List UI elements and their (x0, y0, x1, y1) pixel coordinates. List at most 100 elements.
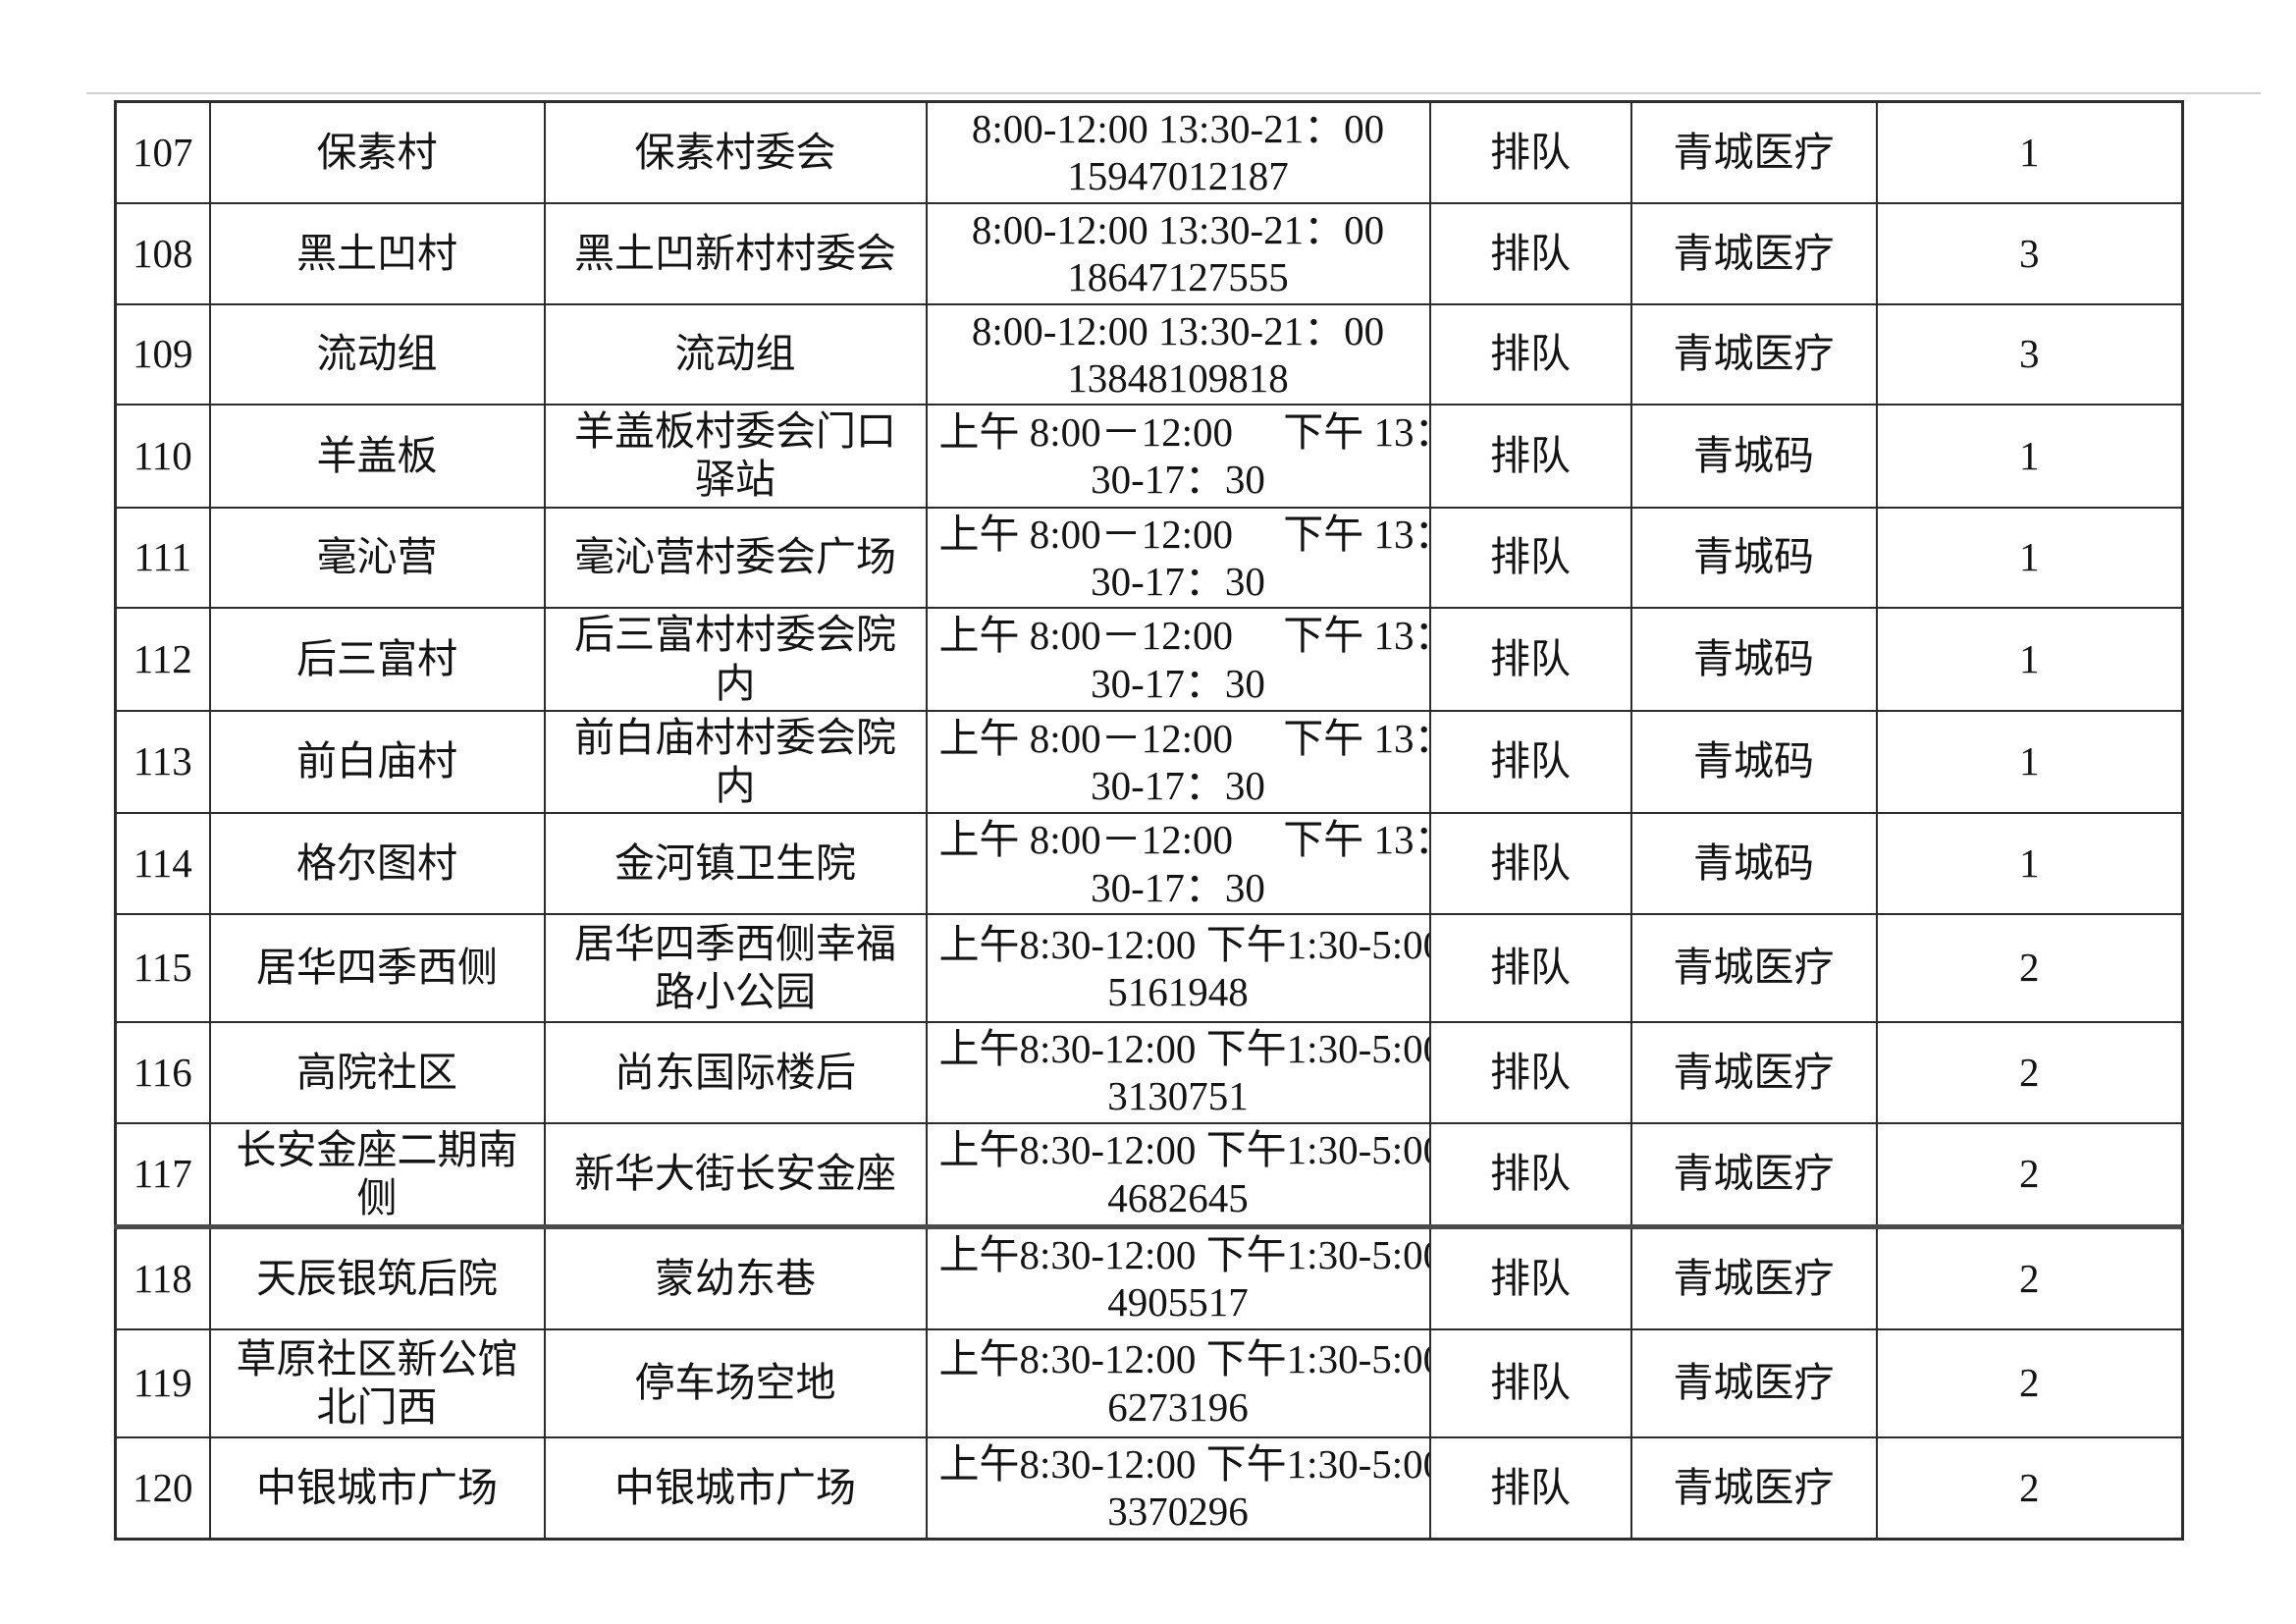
cell-platform: 青城医疗 (1629, 1020, 1878, 1124)
cell-time-phone: 上午8:30-12:00 下午1:30-5:00 3130751 (925, 1020, 1431, 1124)
cell-time-phone: 上午 8:00－12:00 下午 13： 30-17：30 (925, 607, 1431, 712)
time-line-2: 30-17：30 (1091, 762, 1265, 808)
cell-count: 3 (1875, 302, 2184, 406)
cell-count: 1 (1875, 709, 2184, 815)
cell-platform: 青城码 (1629, 404, 1878, 509)
cell-count: 2 (1875, 912, 2184, 1023)
cell-method: 排队 (1428, 812, 1632, 915)
cell-platform: 青城医疗 (1629, 1223, 1878, 1330)
time-line-2: 3370296 (1107, 1489, 1249, 1535)
cell-time-phone: 8:00-12:00 13:30-21：00 15947012187 (925, 100, 1431, 204)
time-line-2: 30-17：30 (1091, 559, 1265, 604)
cell-platform: 青城码 (1629, 506, 1878, 610)
cell-count: 1 (1875, 506, 2184, 610)
table-row: 113 前白庙村 前白庙村村委会院内 上午 8:00－12:00 下午 13： … (114, 709, 2184, 815)
cell-site-location: 蒙幼东巷 (543, 1223, 928, 1330)
table-row: 111 毫沁营 毫沁营村委会广场 上午 8:00－12:00 下午 13： 30… (114, 506, 2184, 610)
cell-site-name: 天辰银筑后院 (208, 1223, 546, 1330)
cell-method: 排队 (1428, 404, 1632, 509)
time-line-2: 13848109818 (1067, 354, 1289, 401)
cell-time-phone: 上午 8:00－12:00 下午 13： 30-17：30 (925, 404, 1431, 509)
cell-platform: 青城医疗 (1629, 1121, 1878, 1228)
cell-site-location: 中银城市广场 (543, 1435, 928, 1541)
time-line-1: 上午 8:00－12:00 下午 13： (938, 613, 1430, 659)
cell-platform: 青城医疗 (1629, 302, 1878, 406)
cell-count: 1 (1875, 100, 2184, 204)
cell-site-name: 格尔图村 (208, 812, 546, 915)
testing-site-table: 107 保素村 保素村委会 8:00-12:00 13:30-21：00 159… (114, 100, 2184, 1541)
cell-time-phone: 上午 8:00－12:00 下午 13： 30-17：30 (925, 709, 1431, 815)
time-line-1: 8:00-12:00 13:30-21：00 (971, 106, 1385, 151)
cell-site-name: 黑土凹村 (208, 201, 546, 305)
cell-row-number: 114 (114, 812, 211, 915)
cell-site-location: 保素村委会 (543, 100, 928, 204)
cell-time-phone: 上午8:30-12:00 下午1:30-5:00 6273196 (925, 1327, 1431, 1438)
cell-row-number: 108 (114, 201, 211, 305)
cell-row-number: 113 (114, 709, 211, 815)
cell-method: 排队 (1428, 201, 1632, 305)
time-line-1: 上午 8:00－12:00 下午 13： (938, 409, 1430, 456)
cell-count: 2 (1875, 1223, 2184, 1330)
cell-platform: 青城码 (1629, 709, 1878, 815)
cell-time-phone: 上午8:30-12:00 下午1:30-5:00 4905517 (925, 1223, 1431, 1330)
time-line-1: 上午8:30-12:00 下午1:30-5:00 (938, 1336, 1430, 1382)
cell-platform: 青城医疗 (1629, 912, 1878, 1023)
cell-platform: 青城医疗 (1629, 100, 1878, 204)
table-row: 117 长安金座二期南侧 新华大街长安金座 上午8:30-12:00 下午1:3… (114, 1121, 2184, 1228)
cell-site-name: 前白庙村 (208, 709, 546, 815)
cell-site-location: 流动组 (543, 302, 928, 406)
cell-site-name: 长安金座二期南侧 (208, 1121, 546, 1228)
time-line-1: 上午8:30-12:00 下午1:30-5:00 (938, 921, 1430, 967)
cell-row-number: 111 (114, 506, 211, 610)
cell-method: 排队 (1428, 1020, 1632, 1124)
cell-site-name: 高院社区 (208, 1020, 546, 1124)
time-line-2: 30-17：30 (1091, 864, 1265, 910)
table-row: 120 中银城市广场 中银城市广场 上午8:30-12:00 下午1:30-5:… (114, 1435, 2184, 1541)
cell-row-number: 107 (114, 100, 211, 204)
cell-platform: 青城医疗 (1629, 1327, 1878, 1438)
table-row: 108 黑土凹村 黑土凹新村村委会 8:00-12:00 13:30-21：00… (114, 201, 2184, 305)
cell-count: 1 (1875, 812, 2184, 915)
time-line-2: 30-17：30 (1091, 457, 1265, 503)
cell-row-number: 110 (114, 404, 211, 509)
cell-site-name: 中银城市广场 (208, 1435, 546, 1541)
cell-method: 排队 (1428, 100, 1632, 204)
cell-count: 2 (1875, 1435, 2184, 1541)
cell-time-phone: 上午8:30-12:00 下午1:30-5:00 3370296 (925, 1435, 1431, 1541)
time-line-1: 8:00-12:00 13:30-21：00 (971, 206, 1385, 252)
cell-method: 排队 (1428, 912, 1632, 1023)
cell-method: 排队 (1428, 1327, 1632, 1438)
time-line-1: 8:00-12:00 13:30-21：00 (971, 307, 1385, 353)
cell-method: 排队 (1428, 709, 1632, 815)
cell-platform: 青城医疗 (1629, 201, 1878, 305)
time-line-2: 6273196 (1107, 1383, 1249, 1430)
cell-count: 2 (1875, 1121, 2184, 1228)
cell-site-location: 尚东国际楼后 (543, 1020, 928, 1124)
cell-site-location: 停车场空地 (543, 1327, 928, 1438)
cell-platform: 青城码 (1629, 812, 1878, 915)
cell-time-phone: 上午 8:00－12:00 下午 13： 30-17：30 (925, 812, 1431, 915)
cell-count: 1 (1875, 607, 2184, 712)
table-row: 107 保素村 保素村委会 8:00-12:00 13:30-21：00 159… (114, 100, 2184, 204)
time-line-1: 上午8:30-12:00 下午1:30-5:00 (938, 1127, 1430, 1173)
cell-method: 排队 (1428, 302, 1632, 406)
cell-site-name: 草原社区新公馆北门西 (208, 1327, 546, 1438)
cell-site-name: 毫沁营 (208, 506, 546, 610)
cell-site-name: 后三富村 (208, 607, 546, 712)
cell-row-number: 115 (114, 912, 211, 1023)
table-row: 115 居华四季西侧 居华四季西侧幸福路小公园 上午8:30-12:00 下午1… (114, 912, 2184, 1023)
cell-method: 排队 (1428, 607, 1632, 712)
cell-method: 排队 (1428, 1223, 1632, 1330)
time-line-1: 上午8:30-12:00 下午1:30-5:00 (938, 1440, 1430, 1487)
cell-row-number: 117 (114, 1121, 211, 1228)
cell-site-location: 羊盖板村委会门口驿站 (543, 404, 928, 509)
table-row: 110 羊盖板 羊盖板村委会门口驿站 上午 8:00－12:00 下午 13： … (114, 404, 2184, 509)
time-line-2: 4905517 (1107, 1279, 1249, 1326)
time-line-1: 上午 8:00－12:00 下午 13： (938, 511, 1430, 557)
cell-method: 排队 (1428, 506, 1632, 610)
cell-site-name: 保素村 (208, 100, 546, 204)
cell-time-phone: 上午8:30-12:00 下午1:30-5:00 5161948 (925, 912, 1431, 1023)
cell-method: 排队 (1428, 1435, 1632, 1541)
time-line-2: 18647127555 (1067, 254, 1289, 300)
